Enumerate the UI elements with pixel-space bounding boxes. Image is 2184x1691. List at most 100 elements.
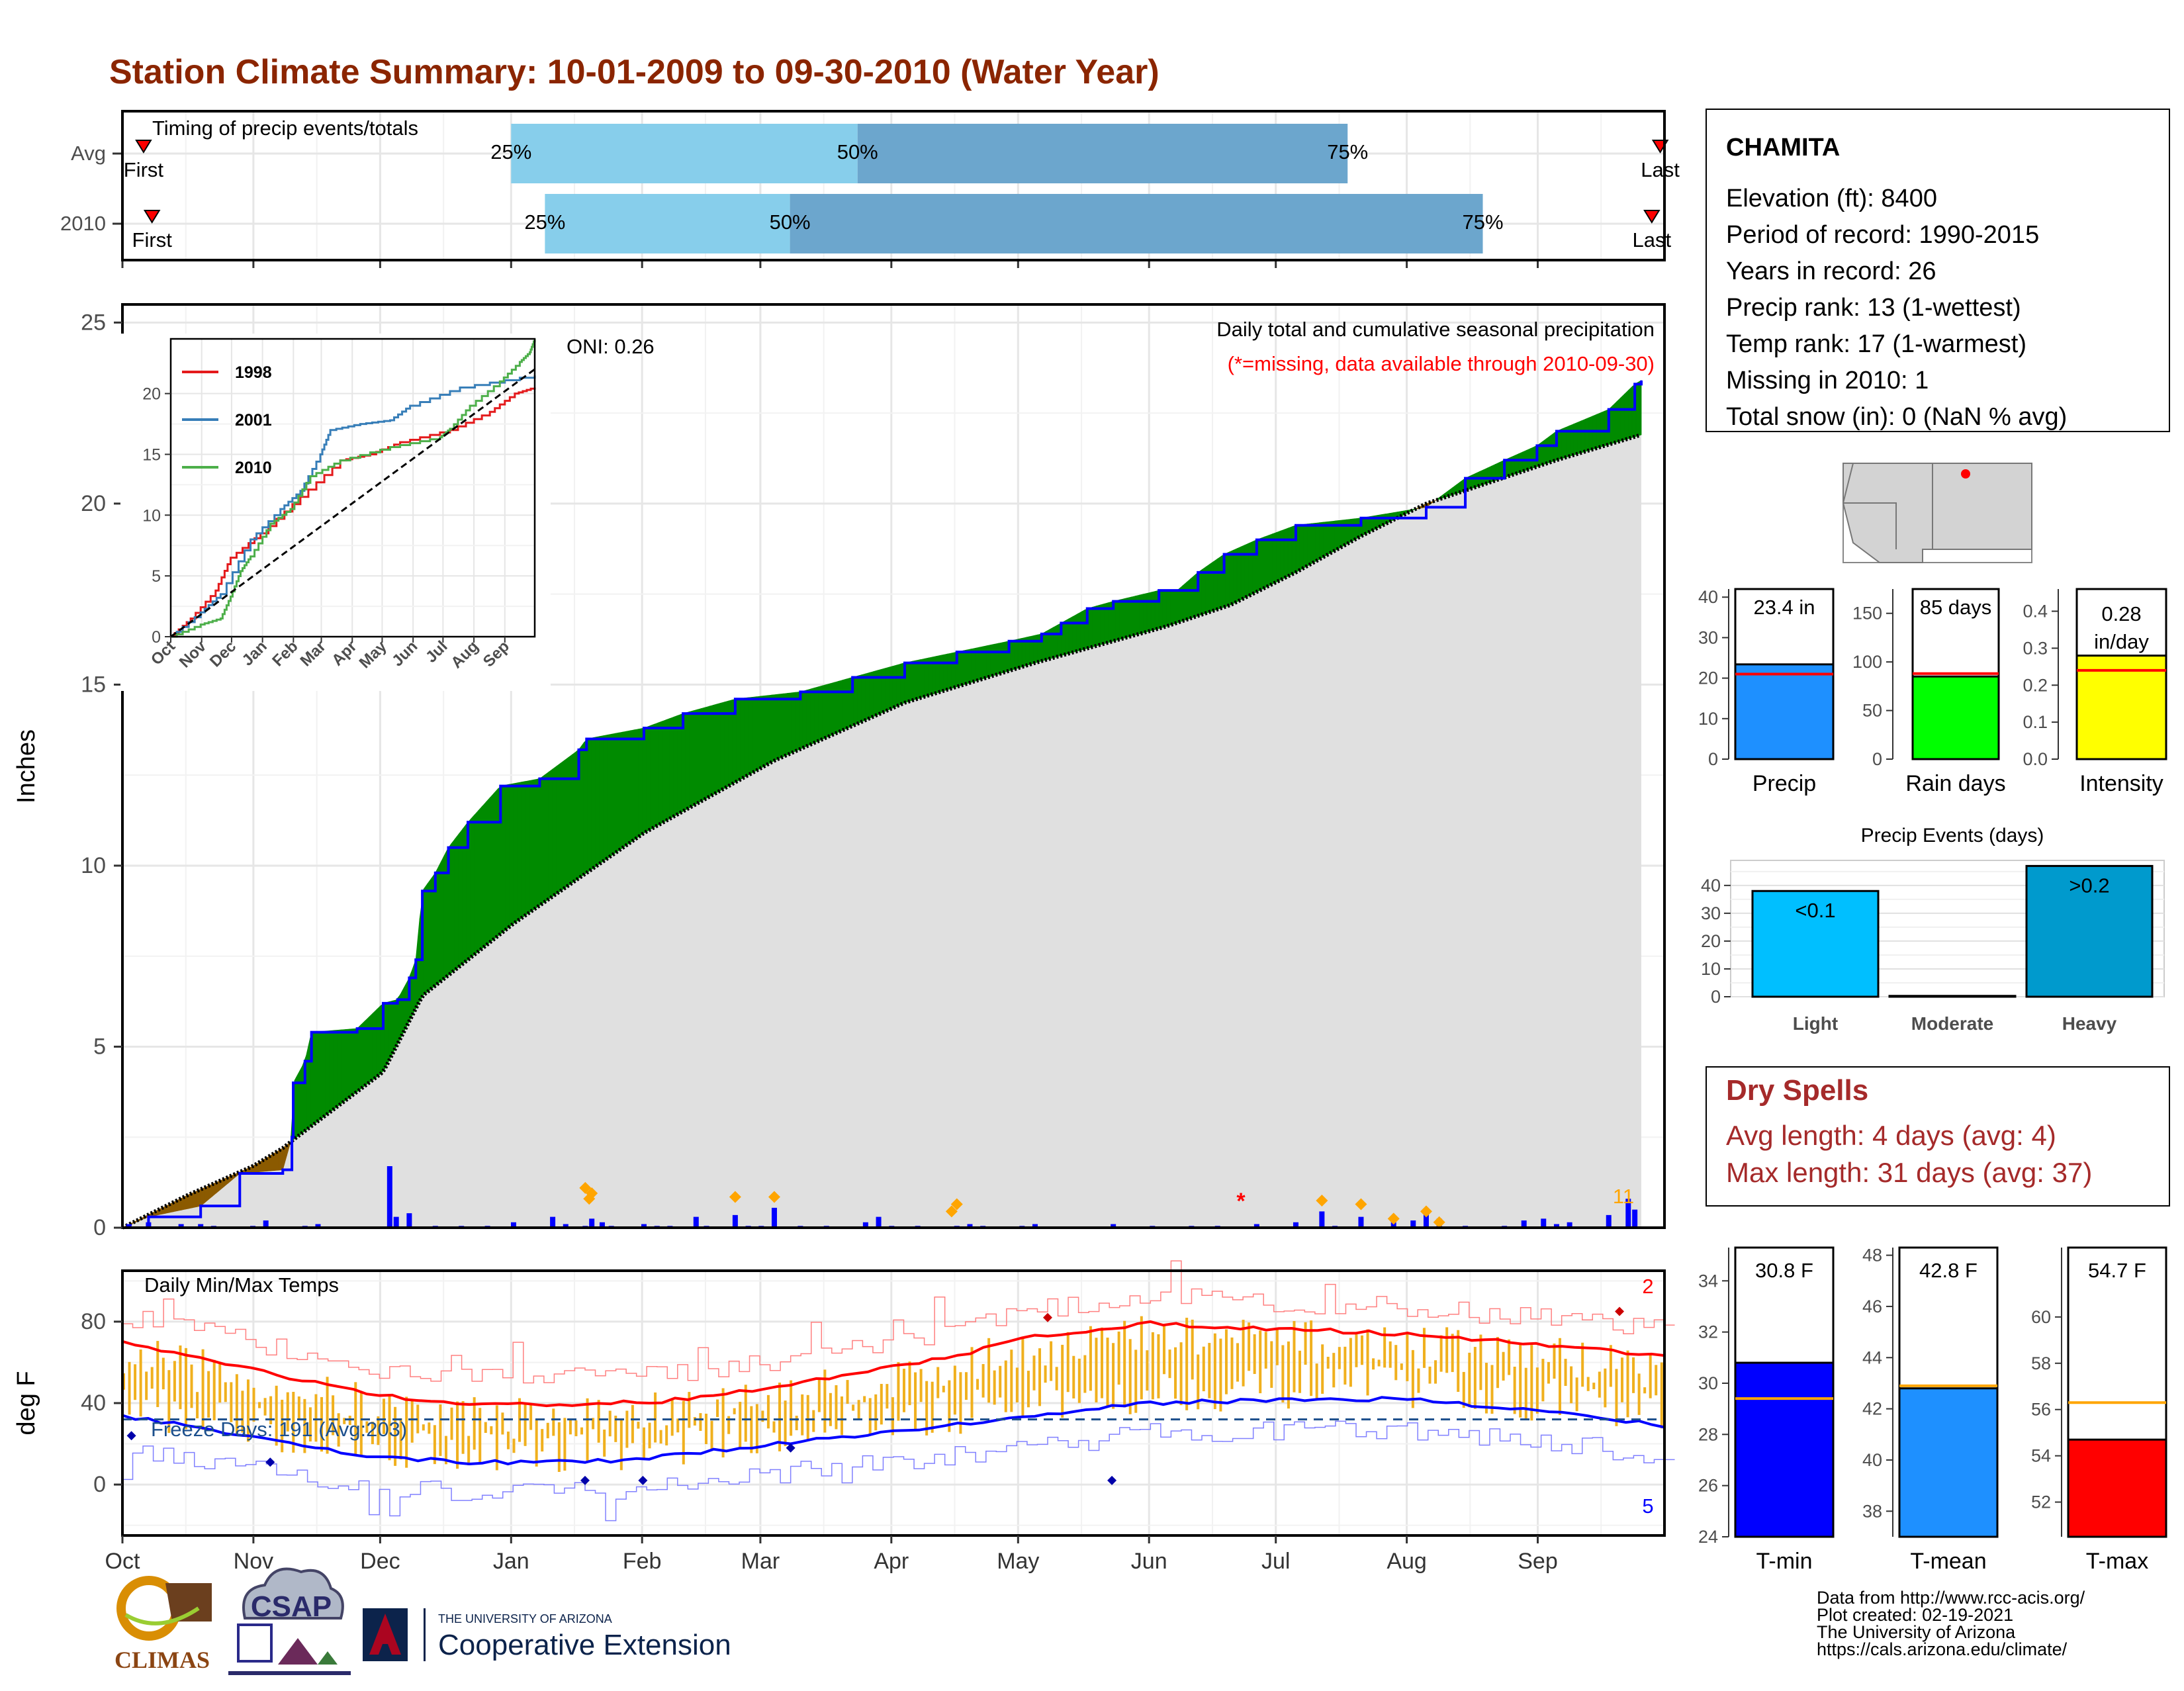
precip-departure-segment	[1584, 417, 1590, 452]
record-low-marker	[1107, 1475, 1117, 1485]
inset-series-line	[171, 339, 536, 638]
event-bar-text: <0.1	[1795, 899, 1835, 922]
month-label: Dec	[360, 1549, 400, 1574]
daily-temp-bar	[1626, 1350, 1629, 1418]
daily-temp-bar	[428, 1422, 431, 1434]
stat-bar-value	[1734, 663, 1835, 760]
precip-departure-segment	[666, 717, 670, 821]
precip-departure-segment	[642, 727, 647, 835]
daily-temp-bar	[337, 1413, 340, 1447]
snow-event-marker	[950, 1198, 963, 1211]
daily-temp-bar	[1275, 1329, 1279, 1365]
precip-departure-segment	[501, 784, 506, 934]
precip-departure-segment	[845, 678, 850, 729]
temp-bar-label: T-mean	[1910, 1549, 1986, 1574]
stat-ytick-label: 10	[1698, 709, 1718, 729]
precip-departure-segment	[1283, 527, 1289, 579]
precip-departure-segment	[1319, 522, 1324, 560]
precip-departure-segment	[779, 693, 784, 759]
daily-temp-bar	[1394, 1345, 1398, 1381]
precip-departure-segment	[568, 754, 573, 886]
precip-departure-segment	[888, 665, 893, 710]
temp-bar-value-label: 42.8 F	[1919, 1259, 1978, 1282]
precip-departure-segment	[626, 730, 631, 846]
daily-temp-bar	[1264, 1332, 1267, 1369]
daily-temp-bar	[501, 1412, 504, 1435]
daily-temp-bar	[1445, 1327, 1449, 1373]
daily-temp-bar	[829, 1393, 832, 1426]
precip-departure-segment	[1510, 455, 1516, 476]
daily-temp-bar	[1083, 1355, 1087, 1393]
precip-departure-segment	[1518, 451, 1524, 473]
stat-ytick-label: 150	[1852, 604, 1882, 623]
precip-departure-segment	[525, 780, 530, 916]
precip-departure-segment	[838, 680, 842, 733]
daily-temp-bar	[750, 1406, 753, 1453]
daily-temp-bar	[467, 1436, 471, 1465]
precip-departure-segment	[443, 850, 447, 980]
stat-value-label: 23.4 in	[1753, 596, 1815, 619]
daily-temp-bar	[1547, 1361, 1550, 1384]
temp-bar-value	[2067, 1438, 2167, 1538]
record-low-line	[122, 1420, 1675, 1522]
precip-departure-segment	[572, 751, 576, 884]
daily-temp-bar	[886, 1384, 889, 1409]
precip-departure-segment	[1315, 522, 1320, 563]
month-label: Aug	[1387, 1549, 1427, 1574]
precip-departure-segment	[1225, 551, 1230, 608]
precip-departure-segment	[1146, 592, 1152, 633]
precip-departure-segment	[1123, 597, 1128, 639]
daily-temp-bar	[1151, 1332, 1154, 1400]
precip-departure-segment	[462, 823, 467, 965]
precip-departure-segment	[756, 696, 760, 772]
stat-bar-label: Rain days	[1905, 771, 2005, 796]
daily-precip-bar	[1111, 1224, 1116, 1228]
daily-temp-bar	[1508, 1339, 1511, 1375]
temperature-summary-bars: 24 26 28 30 32 34 30.8 F T-min 38 40 42 44 46 48 42.8 …	[1698, 1246, 2167, 1574]
daily-temp-bar	[597, 1400, 600, 1443]
precip-departure-segment	[1573, 422, 1578, 456]
daily-temp-bar	[320, 1396, 324, 1452]
precip-departure-segment	[486, 797, 490, 946]
precip-departure-segment	[1639, 380, 1642, 436]
precip-departure-segment	[368, 1013, 373, 1083]
daily-temp-bar	[721, 1388, 725, 1458]
timing-50-label: 50%	[770, 210, 811, 234]
daily-temp-bar	[931, 1381, 934, 1433]
precip-departure-segment	[638, 727, 643, 837]
daily-temp-bar	[246, 1379, 250, 1442]
precip-departure-segment	[1580, 418, 1586, 453]
daily-temp-bar	[625, 1410, 629, 1448]
stat-ytick-label: 0.4	[2023, 602, 2048, 621]
daily-temp-bar	[359, 1392, 363, 1455]
precip-departure-segment	[451, 838, 455, 974]
average-cumulative-area	[122, 434, 1641, 1228]
daily-temp-bar	[670, 1398, 674, 1436]
temp-ytick-label: 40	[81, 1391, 106, 1416]
daily-temp-bar	[925, 1381, 929, 1436]
daily-temp-bar	[269, 1396, 273, 1425]
daily-temp-bar	[1021, 1338, 1024, 1417]
precip-departure-segment	[748, 697, 752, 776]
daily-precip-bar	[599, 1222, 605, 1228]
precip-departure-segment	[1080, 610, 1085, 651]
precip-departure-segment	[353, 1028, 357, 1095]
precip-departure-segment	[537, 777, 541, 908]
daily-temp-bar	[1162, 1326, 1165, 1375]
temp-bar-ytick-label: 40	[1862, 1450, 1882, 1470]
daily-temp-bar	[733, 1408, 736, 1414]
precip-departure-segment	[1233, 548, 1238, 604]
daily-temp-bar	[1157, 1334, 1160, 1398]
daily-temp-bar	[1564, 1359, 1567, 1387]
precip-departure-segment	[1100, 603, 1105, 645]
precip-departure-segment	[1322, 522, 1328, 558]
precip-departure-segment	[345, 1028, 350, 1101]
timing-first-marker	[143, 210, 161, 224]
daily-temp-bar	[557, 1422, 561, 1472]
daily-temp-bar	[1298, 1350, 1302, 1393]
daily-temp-bar	[207, 1371, 210, 1418]
precip-departure-segment	[454, 833, 459, 971]
snow-event-marker	[1387, 1212, 1400, 1225]
daily-temp-bar	[1457, 1330, 1460, 1392]
daily-temp-bar	[546, 1422, 549, 1439]
